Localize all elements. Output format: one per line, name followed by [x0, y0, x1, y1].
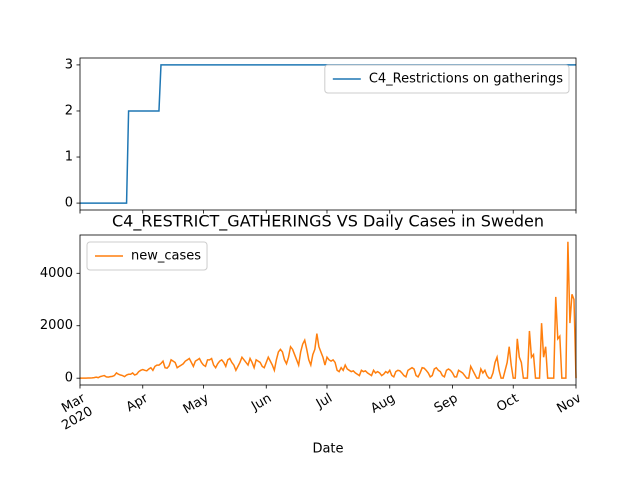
legend-label: new_cases	[131, 249, 201, 264]
legend-box	[324, 64, 570, 94]
data-line	[80, 241, 577, 379]
y-tick-label: 4000	[40, 266, 73, 281]
x-tick-label: Nov	[554, 390, 584, 416]
x-tick-label: Oct	[494, 391, 521, 415]
axes-frame	[79, 234, 577, 386]
x-tick-label: May	[180, 390, 211, 417]
x-axis-label: Date	[312, 442, 343, 457]
y-tick-label: 0	[65, 196, 73, 211]
legend: C4_Restrictions on gatherings	[324, 64, 570, 94]
legend-label: C4_Restrictions on gatherings	[369, 72, 563, 87]
x-tick-label: Sep	[432, 391, 461, 416]
axes-frame	[79, 57, 577, 211]
x-tick-label-line: Aug	[368, 391, 397, 417]
y-tick-label: 2000	[40, 318, 73, 333]
legend: new_cases	[86, 241, 208, 271]
y-tick-label: 3	[65, 57, 73, 72]
legend-box	[86, 241, 208, 271]
x-tick-label: Mar2020	[52, 390, 96, 433]
x-tick-label: Aug	[368, 391, 397, 417]
x-tick-label: Apr	[124, 390, 152, 415]
x-tick-label-line: Jul	[313, 391, 335, 412]
x-tick-label-line: Jun	[248, 391, 274, 415]
x-tick-label-line: Nov	[554, 390, 584, 416]
x-tick-label: Jul	[313, 391, 335, 412]
x-tick-label-line: Sep	[432, 391, 461, 416]
y-tick-label: 2	[65, 103, 73, 118]
x-tick-label-line: May	[180, 390, 211, 417]
x-tick-label-line: Oct	[494, 391, 521, 415]
x-tick-label: Jun	[248, 391, 274, 415]
x-tick-label-line: Apr	[124, 390, 152, 415]
chart-title: C4_RESTRICT_GATHERINGS VS Daily Cases in…	[112, 212, 544, 232]
y-tick-label: 0	[65, 371, 73, 386]
y-tick-label: 1	[65, 150, 73, 165]
